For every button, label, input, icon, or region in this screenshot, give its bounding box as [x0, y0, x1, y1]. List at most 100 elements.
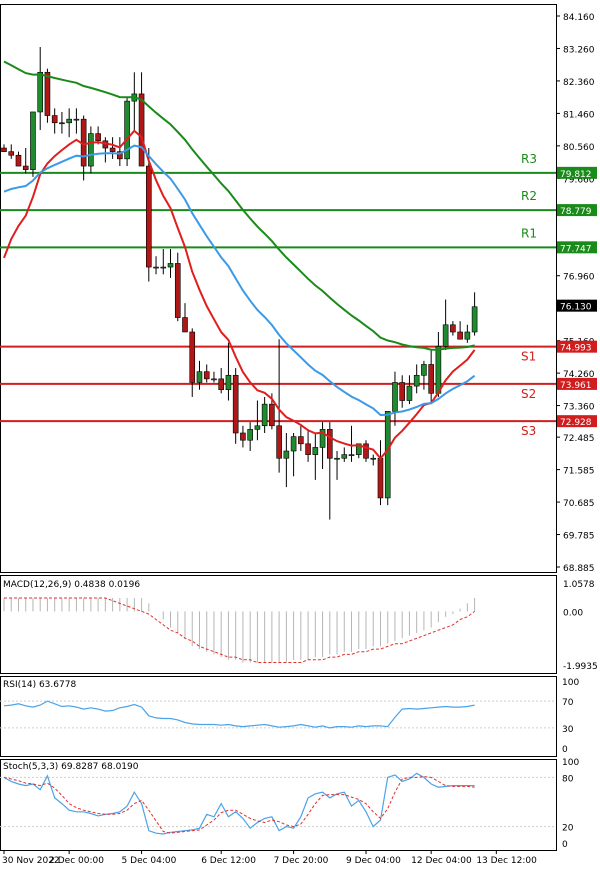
macd-y-tick: -1.9935 [563, 662, 598, 672]
level-tag-text-r2: 78.779 [560, 207, 592, 217]
candle-body [392, 382, 398, 412]
candle-body [413, 374, 420, 387]
y-tick-label: 84.160 [563, 13, 595, 23]
level-name-r1: R1 [521, 226, 537, 240]
candle-body [276, 425, 282, 459]
candle-body [167, 263, 174, 268]
macd-y-tick: 1.0578 [563, 580, 595, 590]
level-tag-s2 [557, 377, 597, 390]
candle-body [174, 263, 181, 318]
candle-body [8, 151, 15, 156]
candle-body [450, 324, 456, 333]
candle-body [44, 71, 51, 116]
level-tag-text-r1: 77.747 [560, 244, 592, 254]
last-price-tag [557, 299, 597, 312]
candle-body [124, 100, 130, 160]
candle-body [146, 165, 152, 268]
stoch-y-tick: 80 [562, 774, 574, 784]
rsi-y-tick: 0 [562, 745, 568, 755]
stoch-y-tick: 0 [562, 840, 568, 850]
rsi-panel-frame [0, 676, 557, 757]
rsi-line [3, 700, 475, 729]
rsi-y-tick: 70 [562, 698, 574, 708]
ema-mid-line [3, 144, 476, 417]
candle-body [196, 371, 203, 383]
stoch-k-line [3, 772, 475, 835]
x-tick-label: 9 Dec 04:00 [346, 856, 401, 866]
level-name-s1: S1 [521, 350, 536, 364]
x-tick-label: 12 Dec 04:00 [411, 856, 472, 866]
candle-body [341, 454, 348, 459]
candle-body [160, 266, 167, 269]
y-tick-label: 73.360 [563, 403, 595, 413]
candle-body [326, 429, 333, 459]
candle-body [428, 364, 434, 394]
x-tick-label: 30 Nov 2022 [2, 856, 60, 866]
candle-body [290, 436, 297, 452]
candle-body [384, 411, 391, 499]
candle-body [377, 457, 384, 499]
y-tick-label: 71.585 [563, 467, 595, 477]
candle-body [471, 306, 478, 333]
candle-body [211, 378, 217, 381]
y-tick-label: 82.360 [563, 78, 595, 88]
candle-body [109, 147, 116, 152]
candle-body [269, 403, 275, 427]
candle-body [88, 133, 94, 167]
candle-body [30, 111, 36, 170]
stoch-title: Stoch(5,3,3) 69.8287 68.0190 [3, 762, 139, 772]
candle-body [37, 71, 44, 113]
candle-body [334, 457, 340, 460]
macd-y-tick: 0.00 [563, 608, 583, 618]
rsi-title: RSI(14) 63.6778 [3, 680, 76, 690]
candle-body [117, 151, 123, 160]
candle-body [348, 454, 355, 456]
main-panel-frame [0, 4, 557, 573]
candle-body [261, 403, 268, 427]
y-tick-label: 69.785 [563, 532, 595, 542]
candle-body [457, 331, 463, 340]
stoch-y-tick: 100 [562, 758, 579, 768]
candle-body [15, 154, 22, 167]
candle-body [22, 165, 29, 170]
last-price-text: 76.130 [560, 303, 592, 313]
stoch-panel-frame [0, 759, 557, 851]
x-tick-label: 7 Dec 20:00 [274, 856, 329, 866]
x-tick-label: 13 Dec 12:00 [476, 856, 537, 866]
level-tag-text-s1: 74.993 [560, 344, 592, 354]
candle-body [435, 346, 442, 394]
level-name-s2: S2 [521, 387, 536, 401]
rsi-panel: RSI(14) 63.6778 100 70 30 0 [0, 678, 579, 755]
level-name-s3: S3 [521, 424, 536, 438]
stoch-d-line [3, 776, 475, 834]
stoch-panel: Stoch(5,3,3) 69.8287 68.0190 100 80 20 0 [0, 758, 579, 850]
candle-body [66, 118, 72, 124]
candle-body [232, 374, 239, 434]
y-tick-label: 76.960 [563, 273, 595, 283]
x-tick-label: 5 Dec 04:00 [122, 856, 177, 866]
candle-body [247, 429, 253, 441]
level-tag-r2 [557, 204, 597, 217]
candle-body [421, 364, 427, 376]
level-tag-r1 [557, 241, 597, 254]
y-tick-label: 68.885 [563, 564, 595, 574]
candle-body [298, 436, 304, 445]
ema-fast-line [3, 129, 476, 460]
level-name-r3: R3 [521, 152, 537, 166]
candle-body [203, 371, 210, 380]
candle-body [153, 266, 159, 269]
ema-slow-line [3, 60, 475, 351]
candle-body [218, 378, 224, 391]
candle-body [254, 425, 261, 430]
x-tick-label: 2 Dec 00:00 [49, 856, 104, 866]
level-tag-s3 [557, 415, 597, 428]
candle-body [182, 317, 188, 333]
y-tick-label: 81.460 [563, 110, 595, 120]
price-panel: 84.160 83.260 82.360 81.460 80.560 79.660 76.9… [0, 13, 597, 574]
candle-body [51, 115, 58, 124]
candle-body [319, 429, 326, 448]
y-tick-label: 80.560 [563, 143, 595, 153]
